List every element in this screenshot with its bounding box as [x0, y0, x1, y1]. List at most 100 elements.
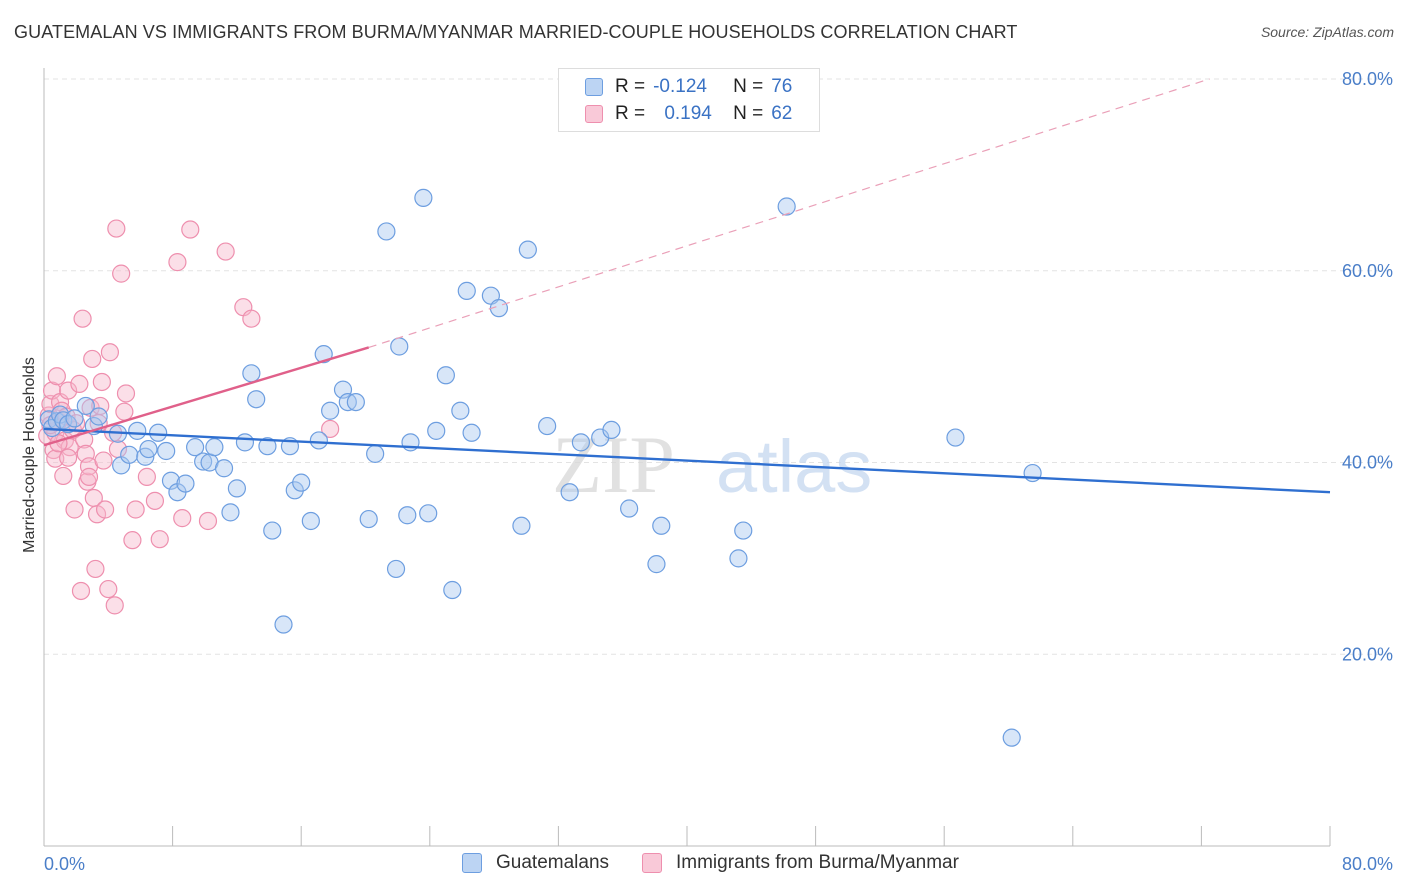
data-point-burma	[100, 343, 120, 362]
data-point-burma	[83, 349, 102, 369]
data-point-guatemalans	[176, 474, 195, 493]
data-point-burma	[150, 530, 169, 549]
legend-n-label: N =	[733, 103, 764, 124]
trend-line-burma	[43, 346, 370, 447]
data-point-guatemalans	[571, 433, 591, 452]
x-tick-label-min: 0.0%	[44, 854, 85, 874]
data-point-guatemalans	[377, 222, 396, 241]
data-point-burma	[145, 491, 165, 510]
watermark: ZIP atlas	[552, 419, 872, 510]
data-point-guatemalans	[235, 433, 255, 452]
data-point-guatemalans	[512, 516, 531, 535]
series-guatemalans-points	[39, 188, 1042, 747]
data-point-burma	[95, 500, 115, 519]
trend-lines	[43, 78, 1331, 494]
data-point-guatemalans	[128, 421, 147, 440]
legend-n-label: N =	[733, 76, 764, 97]
data-point-guatemalans	[560, 483, 579, 502]
data-point-guatemalans	[398, 506, 417, 525]
data-point-guatemalans	[518, 240, 537, 259]
data-point-guatemalans	[65, 409, 84, 428]
data-point-guatemalans	[76, 396, 95, 416]
data-point-guatemalans	[443, 580, 462, 600]
data-point-burma	[94, 451, 113, 470]
legend-swatch-pink	[585, 105, 603, 123]
data-point-burma	[92, 372, 111, 392]
data-point-burma	[198, 511, 218, 531]
data-point-guatemalans	[214, 459, 234, 478]
data-point-guatemalans	[462, 423, 481, 442]
data-point-guatemalans	[274, 615, 293, 634]
data-point-guatemalans	[451, 401, 470, 420]
data-point-burma	[47, 367, 66, 386]
data-point-burma	[181, 220, 200, 239]
legend-swatch-pink	[642, 853, 662, 873]
legend-item-guatemalans[interactable]: Guatemalans	[462, 852, 609, 874]
legend-r-value: -0.124	[653, 76, 707, 97]
data-point-guatemalans	[652, 516, 671, 535]
data-point-guatemalans	[457, 281, 476, 300]
data-point-guatemalans	[366, 444, 385, 463]
data-point-guatemalans	[205, 438, 224, 457]
data-point-guatemalans	[258, 437, 277, 456]
data-point-burma	[54, 466, 73, 486]
data-point-guatemalans	[390, 337, 409, 356]
y-axis-label: Married-couple Households	[21, 357, 38, 553]
data-point-burma	[116, 384, 136, 403]
data-point-guatemalans	[346, 392, 365, 412]
data-point-guatemalans	[1002, 728, 1021, 747]
data-point-guatemalans	[139, 439, 158, 459]
data-point-guatemalans	[149, 423, 168, 442]
correlation-legend: R = -0.124 N = 76 R = 0.194 N = 62	[558, 68, 820, 132]
data-point-burma	[216, 242, 235, 261]
legend-swatch-blue	[462, 853, 482, 873]
trend-line-guatemalans	[43, 427, 1331, 494]
data-point-burma	[105, 596, 124, 615]
data-point-guatemalans	[777, 197, 796, 216]
data-point-guatemalans	[120, 445, 139, 464]
y-tick-label: 60.0%	[1342, 261, 1393, 281]
y-tick-label: 80.0%	[1342, 69, 1393, 89]
data-point-burma	[242, 309, 261, 328]
legend-row-burma: R = 0.194 N = 62	[585, 102, 792, 126]
legend-swatch-blue	[585, 78, 603, 96]
data-point-guatemalans	[647, 555, 666, 574]
data-point-guatemalans	[242, 364, 261, 383]
x-tick-label-max: 80.0%	[1342, 854, 1393, 874]
data-point-guatemalans	[321, 401, 340, 420]
data-point-guatemalans	[161, 471, 181, 490]
legend-n-value: 62	[771, 103, 793, 124]
chart-title: GUATEMALAN VS IMMIGRANTS FROM BURMA/MYAN…	[14, 22, 1018, 42]
data-point-burma	[71, 581, 91, 601]
data-point-burma	[107, 219, 126, 238]
legend-r-value: 0.194	[664, 103, 712, 124]
data-point-burma	[137, 467, 156, 486]
series-burma-points	[38, 219, 340, 615]
series-legend: Guatemalans Immigrants from Burma/Myanma…	[0, 852, 1406, 876]
data-point-guatemalans	[946, 428, 965, 447]
data-point-burma	[65, 500, 84, 519]
data-point-burma	[173, 509, 192, 528]
tick-labels: 20.0% 40.0% 60.0% 80.0% 0.0% 80.0%	[44, 69, 1393, 874]
data-point-guatemalans	[419, 504, 438, 523]
data-point-burma	[73, 309, 92, 328]
data-point-guatemalans	[221, 503, 240, 522]
data-point-guatemalans	[314, 345, 333, 364]
data-point-burma	[59, 381, 78, 400]
data-point-guatemalans	[247, 390, 266, 409]
y-tick-label: 40.0%	[1342, 453, 1393, 473]
data-point-guatemalans	[186, 438, 205, 457]
legend-label: Guatemalans	[496, 852, 610, 873]
data-point-burma	[321, 419, 340, 439]
data-point-burma	[123, 531, 142, 550]
data-point-guatemalans	[734, 521, 753, 540]
data-point-guatemalans	[359, 509, 378, 529]
data-point-guatemalans	[538, 416, 557, 436]
legend-item-burma[interactable]: Immigrants from Burma/Myanmar	[642, 852, 959, 874]
source-label: Source: ZipAtlas.com	[1260, 24, 1394, 40]
data-point-guatemalans	[427, 421, 446, 440]
data-point-guatemalans	[386, 559, 406, 579]
data-point-burma	[79, 467, 99, 486]
data-point-burma	[115, 402, 134, 421]
